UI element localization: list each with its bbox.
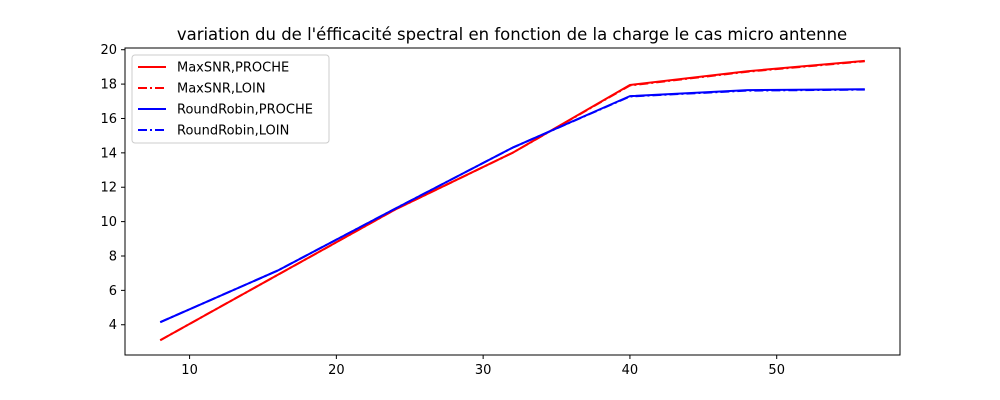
x-tick-label: 30 bbox=[475, 363, 492, 378]
ticks-layer: 10 20 30 40 50 4 6 8 10 12 14 16 18 20 bbox=[100, 43, 785, 378]
x-tick-label: 10 bbox=[181, 363, 198, 378]
x-tick-label: 40 bbox=[622, 363, 639, 378]
legend-entry-label: RoundRobin,LOIN bbox=[177, 124, 289, 139]
legend-entry-label: MaxSNR,PROCHE bbox=[177, 61, 289, 76]
plot-frame bbox=[124, 47, 901, 356]
y-tick-label: 14 bbox=[100, 146, 117, 161]
y-tick-label: 8 bbox=[109, 249, 117, 264]
y-tick-label: 10 bbox=[100, 215, 117, 230]
y-tick-label: 12 bbox=[100, 181, 117, 196]
chart-title: variation du de l'éfficacité spectral en… bbox=[177, 25, 847, 44]
x-tick-label: 50 bbox=[768, 363, 785, 378]
legend-box bbox=[131, 54, 330, 144]
legend: MaxSNR,PROCHE MaxSNR,LOIN RoundRobin,PROCH… bbox=[131, 54, 330, 144]
series-layer bbox=[159, 59, 865, 342]
y-tick-label: 18 bbox=[100, 78, 117, 93]
y-tick-label: 16 bbox=[100, 112, 117, 127]
y-tick-label: 6 bbox=[109, 284, 117, 299]
y-tick-label: 4 bbox=[109, 318, 117, 333]
legend-entry-label: MaxSNR,LOIN bbox=[177, 82, 266, 97]
y-tick-label: 20 bbox=[100, 43, 117, 58]
x-tick-label: 20 bbox=[328, 363, 345, 378]
legend-entry-label: RoundRobin,PROCHE bbox=[177, 103, 313, 118]
series-line-4 bbox=[159, 88, 865, 324]
series-line-2 bbox=[159, 60, 865, 342]
